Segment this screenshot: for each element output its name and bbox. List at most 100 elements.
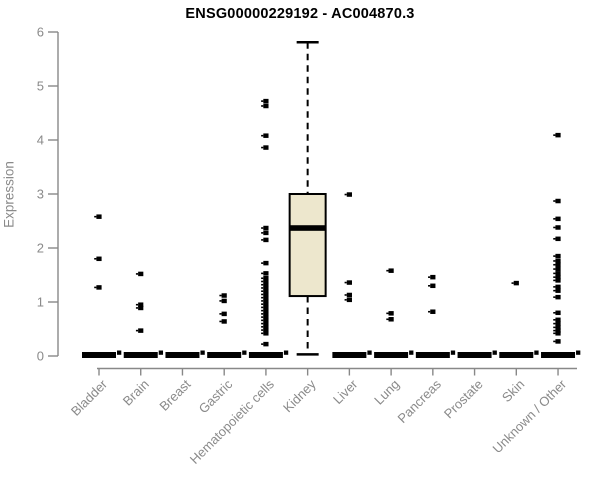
data-point <box>263 260 269 266</box>
data-point-tick <box>261 280 264 283</box>
data-point-tick <box>553 322 556 325</box>
data-point-tick <box>553 289 556 292</box>
data-point <box>555 321 561 326</box>
zero-bar-point <box>158 350 164 355</box>
x-tick-label: Kidney <box>280 376 319 415</box>
data-point-tick <box>344 281 347 284</box>
data-point-tick <box>261 227 264 229</box>
data-point <box>430 274 436 280</box>
data-point-tick <box>261 272 264 275</box>
x-tick-label: Unknown / Other <box>490 376 570 456</box>
data-point <box>555 262 561 267</box>
data-point <box>96 285 102 290</box>
data-point <box>263 225 269 231</box>
data-point-tick <box>553 200 556 202</box>
zero-bar-point <box>576 350 581 355</box>
data-point-tick <box>261 100 264 102</box>
y-tick-label: 5 <box>37 79 44 94</box>
data-point-tick <box>553 272 556 275</box>
data-point <box>263 308 269 313</box>
box <box>288 193 327 298</box>
data-point <box>388 268 394 273</box>
data-point-tick <box>261 303 264 305</box>
zero-bar-point <box>492 350 497 355</box>
data-point-tick <box>261 277 264 280</box>
data-point <box>263 324 269 330</box>
data-point <box>555 266 561 272</box>
data-point <box>513 280 519 286</box>
data-point-tick <box>553 255 556 257</box>
data-point-tick <box>553 279 556 282</box>
data-point-tick <box>261 326 264 328</box>
median-line <box>289 225 326 231</box>
data-point-tick <box>94 258 97 260</box>
data-point-tick <box>344 294 347 296</box>
data-point <box>555 236 561 242</box>
data-point <box>138 302 144 307</box>
data-point <box>263 98 269 104</box>
data-point <box>263 103 269 109</box>
data-point <box>221 319 227 324</box>
data-point-tick <box>553 238 556 240</box>
data-point-tick <box>553 276 556 278</box>
y-tick-label: 0 <box>37 349 44 364</box>
data-point-tick <box>553 134 556 136</box>
data-point-tick <box>553 260 556 262</box>
data-point-tick <box>344 193 347 196</box>
x-tick-label: Liver <box>330 376 361 407</box>
data-point <box>263 275 269 281</box>
data-point <box>263 292 269 297</box>
data-point-tick <box>511 282 514 284</box>
data-point <box>263 285 269 291</box>
data-point <box>555 258 561 264</box>
data-point <box>263 237 269 243</box>
data-point-tick <box>261 319 264 322</box>
data-point-tick <box>261 283 264 286</box>
data-point-tick <box>553 340 556 343</box>
data-point-tick <box>344 299 347 301</box>
zero-bar <box>248 352 283 358</box>
data-point-tick <box>261 343 264 345</box>
data-point-tick <box>135 329 139 332</box>
zero-bar <box>499 352 534 358</box>
zero-bar <box>332 352 367 358</box>
data-point-tick <box>219 300 222 302</box>
data-point-tick <box>94 286 97 289</box>
y-tick-label: 3 <box>37 187 44 202</box>
data-point-tick <box>135 307 139 309</box>
data-point-tick <box>386 269 389 272</box>
data-point-tick <box>553 329 556 332</box>
data-point-tick <box>553 296 556 298</box>
x-tick-label: Bladder <box>68 376 111 419</box>
data-point <box>221 311 227 317</box>
data-point <box>263 331 269 336</box>
data-point <box>263 230 269 236</box>
data-point-tick <box>261 239 264 241</box>
data-point-tick <box>553 226 556 229</box>
data-point-tick <box>553 326 556 329</box>
data-point-tick <box>553 218 556 220</box>
data-point-tick <box>261 316 264 318</box>
zero-bar <box>82 352 116 358</box>
x-tick-label: Skin <box>499 377 527 405</box>
data-point <box>430 309 436 314</box>
data-point <box>555 284 561 290</box>
data-point <box>263 295 269 300</box>
data-point-tick <box>261 232 264 234</box>
data-point-tick <box>428 285 431 287</box>
data-point <box>555 198 561 204</box>
data-point <box>430 283 436 289</box>
zero-bar <box>374 352 409 358</box>
data-point <box>263 305 269 310</box>
data-point-tick <box>553 268 556 270</box>
zero-bar-point <box>117 350 122 355</box>
chart-title: ENSG00000229192 - AC004870.3 <box>185 6 415 22</box>
zero-bar <box>207 352 242 358</box>
zero-bar-point <box>367 350 372 355</box>
data-point <box>388 311 394 316</box>
data-point-tick <box>135 303 139 306</box>
data-point <box>96 214 102 219</box>
x-tick-label: Prostate <box>441 377 486 422</box>
data-point <box>138 305 144 311</box>
zero-bar-point <box>200 350 205 355</box>
